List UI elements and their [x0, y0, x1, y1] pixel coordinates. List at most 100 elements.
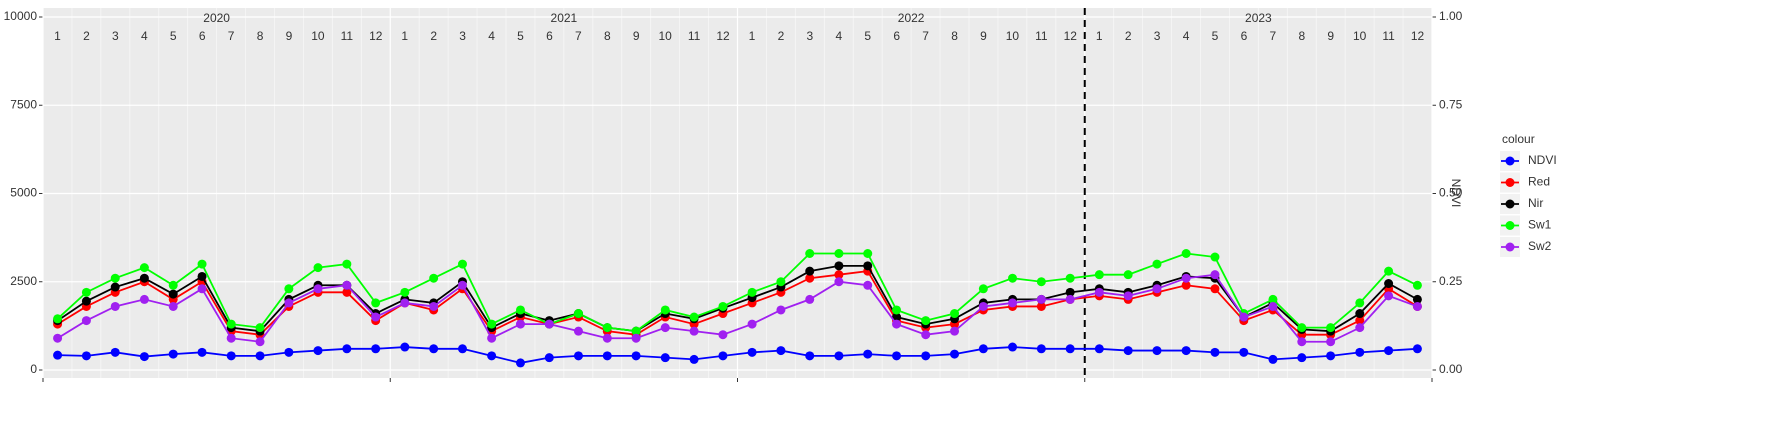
month-label: 11 — [688, 29, 701, 43]
point — [110, 347, 120, 357]
point — [747, 347, 757, 357]
legend-key-point — [1505, 156, 1515, 166]
point — [631, 326, 641, 336]
year-label: 2020 — [203, 11, 230, 25]
point — [313, 346, 323, 356]
point — [892, 305, 902, 315]
point — [515, 319, 525, 329]
series-line — [56, 252, 1418, 333]
point — [1239, 312, 1249, 322]
point — [139, 294, 149, 304]
point — [1412, 344, 1422, 354]
point — [139, 273, 149, 283]
month-label: 9 — [633, 29, 640, 43]
point — [1152, 259, 1162, 269]
point — [950, 349, 960, 359]
month-label: 11 — [341, 29, 354, 43]
point — [689, 312, 699, 322]
month-label: 10 — [658, 29, 672, 43]
point — [515, 305, 525, 315]
month-label: 9 — [1327, 29, 1334, 43]
point — [1210, 284, 1220, 294]
month-label: 12 — [1411, 29, 1425, 43]
point — [1008, 273, 1018, 283]
point — [805, 266, 815, 276]
point — [544, 353, 554, 363]
month-label: 12 — [716, 29, 730, 43]
point — [53, 350, 63, 360]
point — [1384, 279, 1394, 289]
point — [689, 354, 699, 364]
point — [81, 296, 91, 306]
point — [834, 249, 844, 259]
point — [342, 287, 352, 297]
point — [1355, 323, 1365, 333]
point — [921, 316, 931, 326]
point — [718, 351, 728, 361]
point — [631, 351, 641, 361]
point — [1094, 287, 1104, 297]
point — [226, 333, 236, 343]
month-label: 4 — [835, 29, 842, 43]
point — [1152, 284, 1162, 294]
point — [660, 323, 670, 333]
point — [776, 346, 786, 356]
month-label: 1 — [749, 29, 756, 43]
point — [863, 249, 873, 259]
point — [602, 323, 612, 333]
point — [487, 319, 497, 329]
point — [457, 280, 467, 290]
month-label: 7 — [228, 29, 235, 43]
point — [950, 326, 960, 336]
y2-tick-label: 0.25 — [1439, 274, 1463, 288]
month-label: 6 — [546, 29, 553, 43]
point — [1036, 301, 1046, 311]
month-label: 4 — [1183, 29, 1190, 43]
point — [168, 349, 178, 359]
point — [892, 351, 902, 361]
point — [834, 351, 844, 361]
point — [81, 316, 91, 326]
month-label: 1 — [401, 29, 408, 43]
y-tick-label: 2500 — [10, 274, 37, 288]
month-label: 8 — [951, 29, 958, 43]
point — [1008, 342, 1018, 352]
y-tick-label: 7500 — [10, 97, 37, 111]
point — [515, 358, 525, 368]
point — [863, 280, 873, 290]
point — [1355, 298, 1365, 308]
point — [255, 323, 265, 333]
month-label: 1 — [54, 29, 61, 43]
point — [747, 287, 757, 297]
legend-label: Sw2 — [1528, 239, 1552, 253]
point — [978, 344, 988, 354]
month-label: 12 — [1064, 29, 1078, 43]
point — [168, 289, 178, 299]
point — [805, 273, 815, 283]
month-label: 5 — [517, 29, 524, 43]
point — [197, 284, 207, 294]
month-label: 10 — [1006, 29, 1020, 43]
point — [342, 344, 352, 354]
year-label: 2021 — [551, 11, 578, 25]
point — [371, 312, 381, 322]
point — [1210, 270, 1220, 280]
point — [371, 298, 381, 308]
point — [1210, 252, 1220, 262]
point — [255, 337, 265, 347]
point — [1123, 270, 1133, 280]
point — [776, 277, 786, 287]
point — [1008, 298, 1018, 308]
point — [284, 298, 294, 308]
month-label: 4 — [488, 29, 495, 43]
point — [834, 277, 844, 287]
point — [573, 326, 583, 336]
point — [978, 301, 988, 311]
point — [1268, 301, 1278, 311]
legend-key-point — [1505, 199, 1515, 209]
month-label: 2 — [430, 29, 437, 43]
point — [81, 351, 91, 361]
month-label: 2 — [83, 29, 90, 43]
point — [863, 349, 873, 359]
point — [110, 282, 120, 292]
